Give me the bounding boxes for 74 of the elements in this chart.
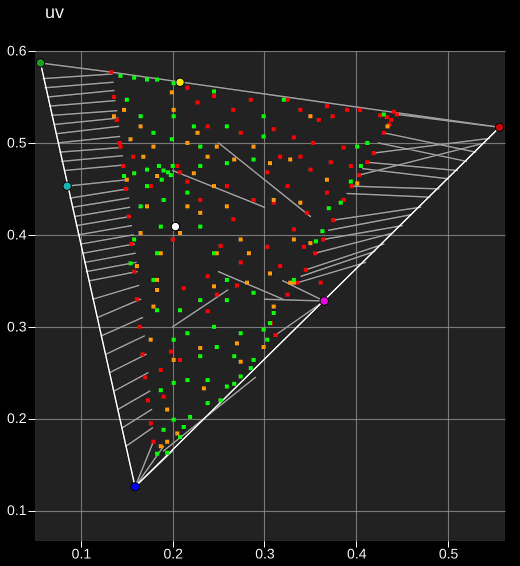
point bbox=[268, 271, 272, 276]
point bbox=[494, 122, 504, 132]
point bbox=[134, 264, 139, 268]
point bbox=[155, 174, 160, 178]
point bbox=[151, 144, 156, 149]
point bbox=[308, 241, 312, 246]
point bbox=[185, 140, 190, 145]
x-tick-label: 0.5 bbox=[438, 546, 459, 562]
x-tick-label: 0.1 bbox=[72, 546, 92, 562]
point bbox=[141, 154, 146, 159]
point bbox=[198, 210, 202, 215]
point bbox=[355, 181, 360, 186]
point bbox=[122, 108, 126, 112]
point bbox=[172, 358, 176, 362]
point bbox=[195, 130, 200, 135]
point bbox=[324, 178, 329, 182]
point bbox=[138, 124, 143, 128]
point bbox=[232, 157, 236, 162]
point bbox=[238, 237, 243, 242]
point bbox=[212, 284, 216, 288]
point bbox=[62, 181, 72, 191]
point bbox=[319, 296, 329, 306]
point bbox=[234, 341, 239, 346]
point bbox=[272, 198, 276, 202]
point bbox=[212, 184, 216, 188]
point bbox=[224, 204, 229, 208]
point bbox=[138, 231, 143, 236]
x-tick-label: 0.2 bbox=[163, 546, 184, 562]
point bbox=[288, 280, 292, 285]
x-tick-label: 0.4 bbox=[347, 546, 367, 562]
chart-title: uv bbox=[45, 2, 64, 22]
point bbox=[202, 386, 206, 390]
point bbox=[298, 200, 302, 205]
point bbox=[214, 144, 219, 149]
point bbox=[206, 154, 210, 159]
point bbox=[185, 204, 190, 208]
point bbox=[292, 237, 296, 242]
y-tick-label: 0.3 bbox=[7, 318, 27, 334]
y-tick-label: 0.1 bbox=[7, 502, 27, 518]
point bbox=[170, 222, 180, 232]
point bbox=[262, 345, 266, 350]
point bbox=[36, 58, 46, 68]
point bbox=[124, 178, 129, 182]
point bbox=[178, 231, 182, 236]
y-tick-label: 0.6 bbox=[7, 42, 27, 58]
point bbox=[175, 78, 185, 87]
point bbox=[245, 280, 250, 285]
y-tick-label: 0.2 bbox=[7, 410, 27, 426]
point bbox=[192, 171, 196, 176]
point bbox=[148, 338, 153, 342]
point bbox=[165, 440, 170, 444]
point bbox=[170, 90, 174, 94]
y-tick-label: 0.5 bbox=[7, 134, 27, 150]
point bbox=[151, 304, 156, 309]
point bbox=[112, 114, 116, 118]
point bbox=[155, 288, 160, 292]
point bbox=[238, 360, 243, 364]
point bbox=[172, 108, 176, 112]
point bbox=[130, 482, 140, 492]
point bbox=[175, 431, 180, 436]
point bbox=[158, 251, 163, 256]
point bbox=[144, 204, 149, 208]
point bbox=[165, 408, 170, 412]
point bbox=[198, 346, 202, 350]
y-tick-label: 0.4 bbox=[7, 226, 27, 242]
point bbox=[288, 157, 292, 162]
x-tick-label: 0.3 bbox=[255, 546, 275, 562]
point bbox=[158, 444, 163, 448]
point bbox=[268, 161, 272, 166]
point bbox=[308, 114, 312, 118]
point bbox=[251, 144, 256, 149]
point bbox=[128, 137, 132, 142]
point bbox=[246, 251, 251, 256]
point bbox=[272, 304, 276, 309]
